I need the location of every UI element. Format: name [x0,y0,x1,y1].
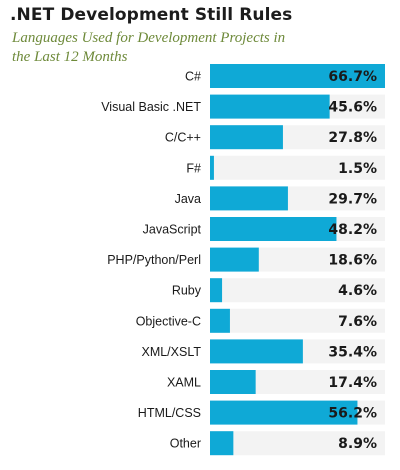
bar [210,247,259,272]
bar [210,64,385,88]
value-label: 48.2% [328,222,377,238]
category-label: JavaScript [143,223,202,237]
bar [210,186,288,211]
category-label: Java [175,192,201,206]
bar-rows: C# 66.7% Visual Basic .NET 45.6% C/C++ 27.8% F… [101,64,385,456]
chart-title: .NET Development Still Rules [10,5,293,25]
category-label: Ruby [172,284,202,298]
bar [210,431,234,456]
category-label: C/C++ [165,131,201,145]
category-label: C# [185,70,201,84]
bar-track [210,278,385,303]
category-label: Objective-C [136,314,201,328]
bar [210,125,283,150]
bar [210,94,330,119]
bar [210,370,256,394]
bar [210,217,337,241]
bar [210,278,223,303]
bar [210,308,230,333]
category-label: PHP/Python/Perl [107,253,201,267]
value-label: 8.9% [338,436,377,452]
value-label: 35.4% [328,344,377,360]
category-label: Other [170,437,201,451]
value-label: 7.6% [338,314,377,330]
value-label: 17.4% [328,375,377,391]
value-label: 27.8% [328,130,377,146]
value-label: 1.5% [338,161,377,177]
bar [210,400,358,425]
category-label: F# [186,161,201,175]
chart-subtitle: Languages Used for Development Projects … [12,30,286,65]
bar [210,155,214,180]
value-label: 45.6% [328,100,377,116]
value-label: 4.6% [338,283,377,299]
category-label: XML/XSLT [141,345,201,359]
bar-track [210,431,385,456]
value-label: 29.7% [328,191,377,207]
bar [210,339,303,364]
value-label: 18.6% [328,253,377,269]
value-label: 66.7% [328,69,377,85]
bar-track [210,155,385,180]
category-label: HTML/CSS [138,406,201,420]
category-label: XAML [167,376,201,390]
value-label: 56.2% [328,406,377,422]
category-label: Visual Basic .NET [101,100,201,114]
bar-track [210,308,385,333]
